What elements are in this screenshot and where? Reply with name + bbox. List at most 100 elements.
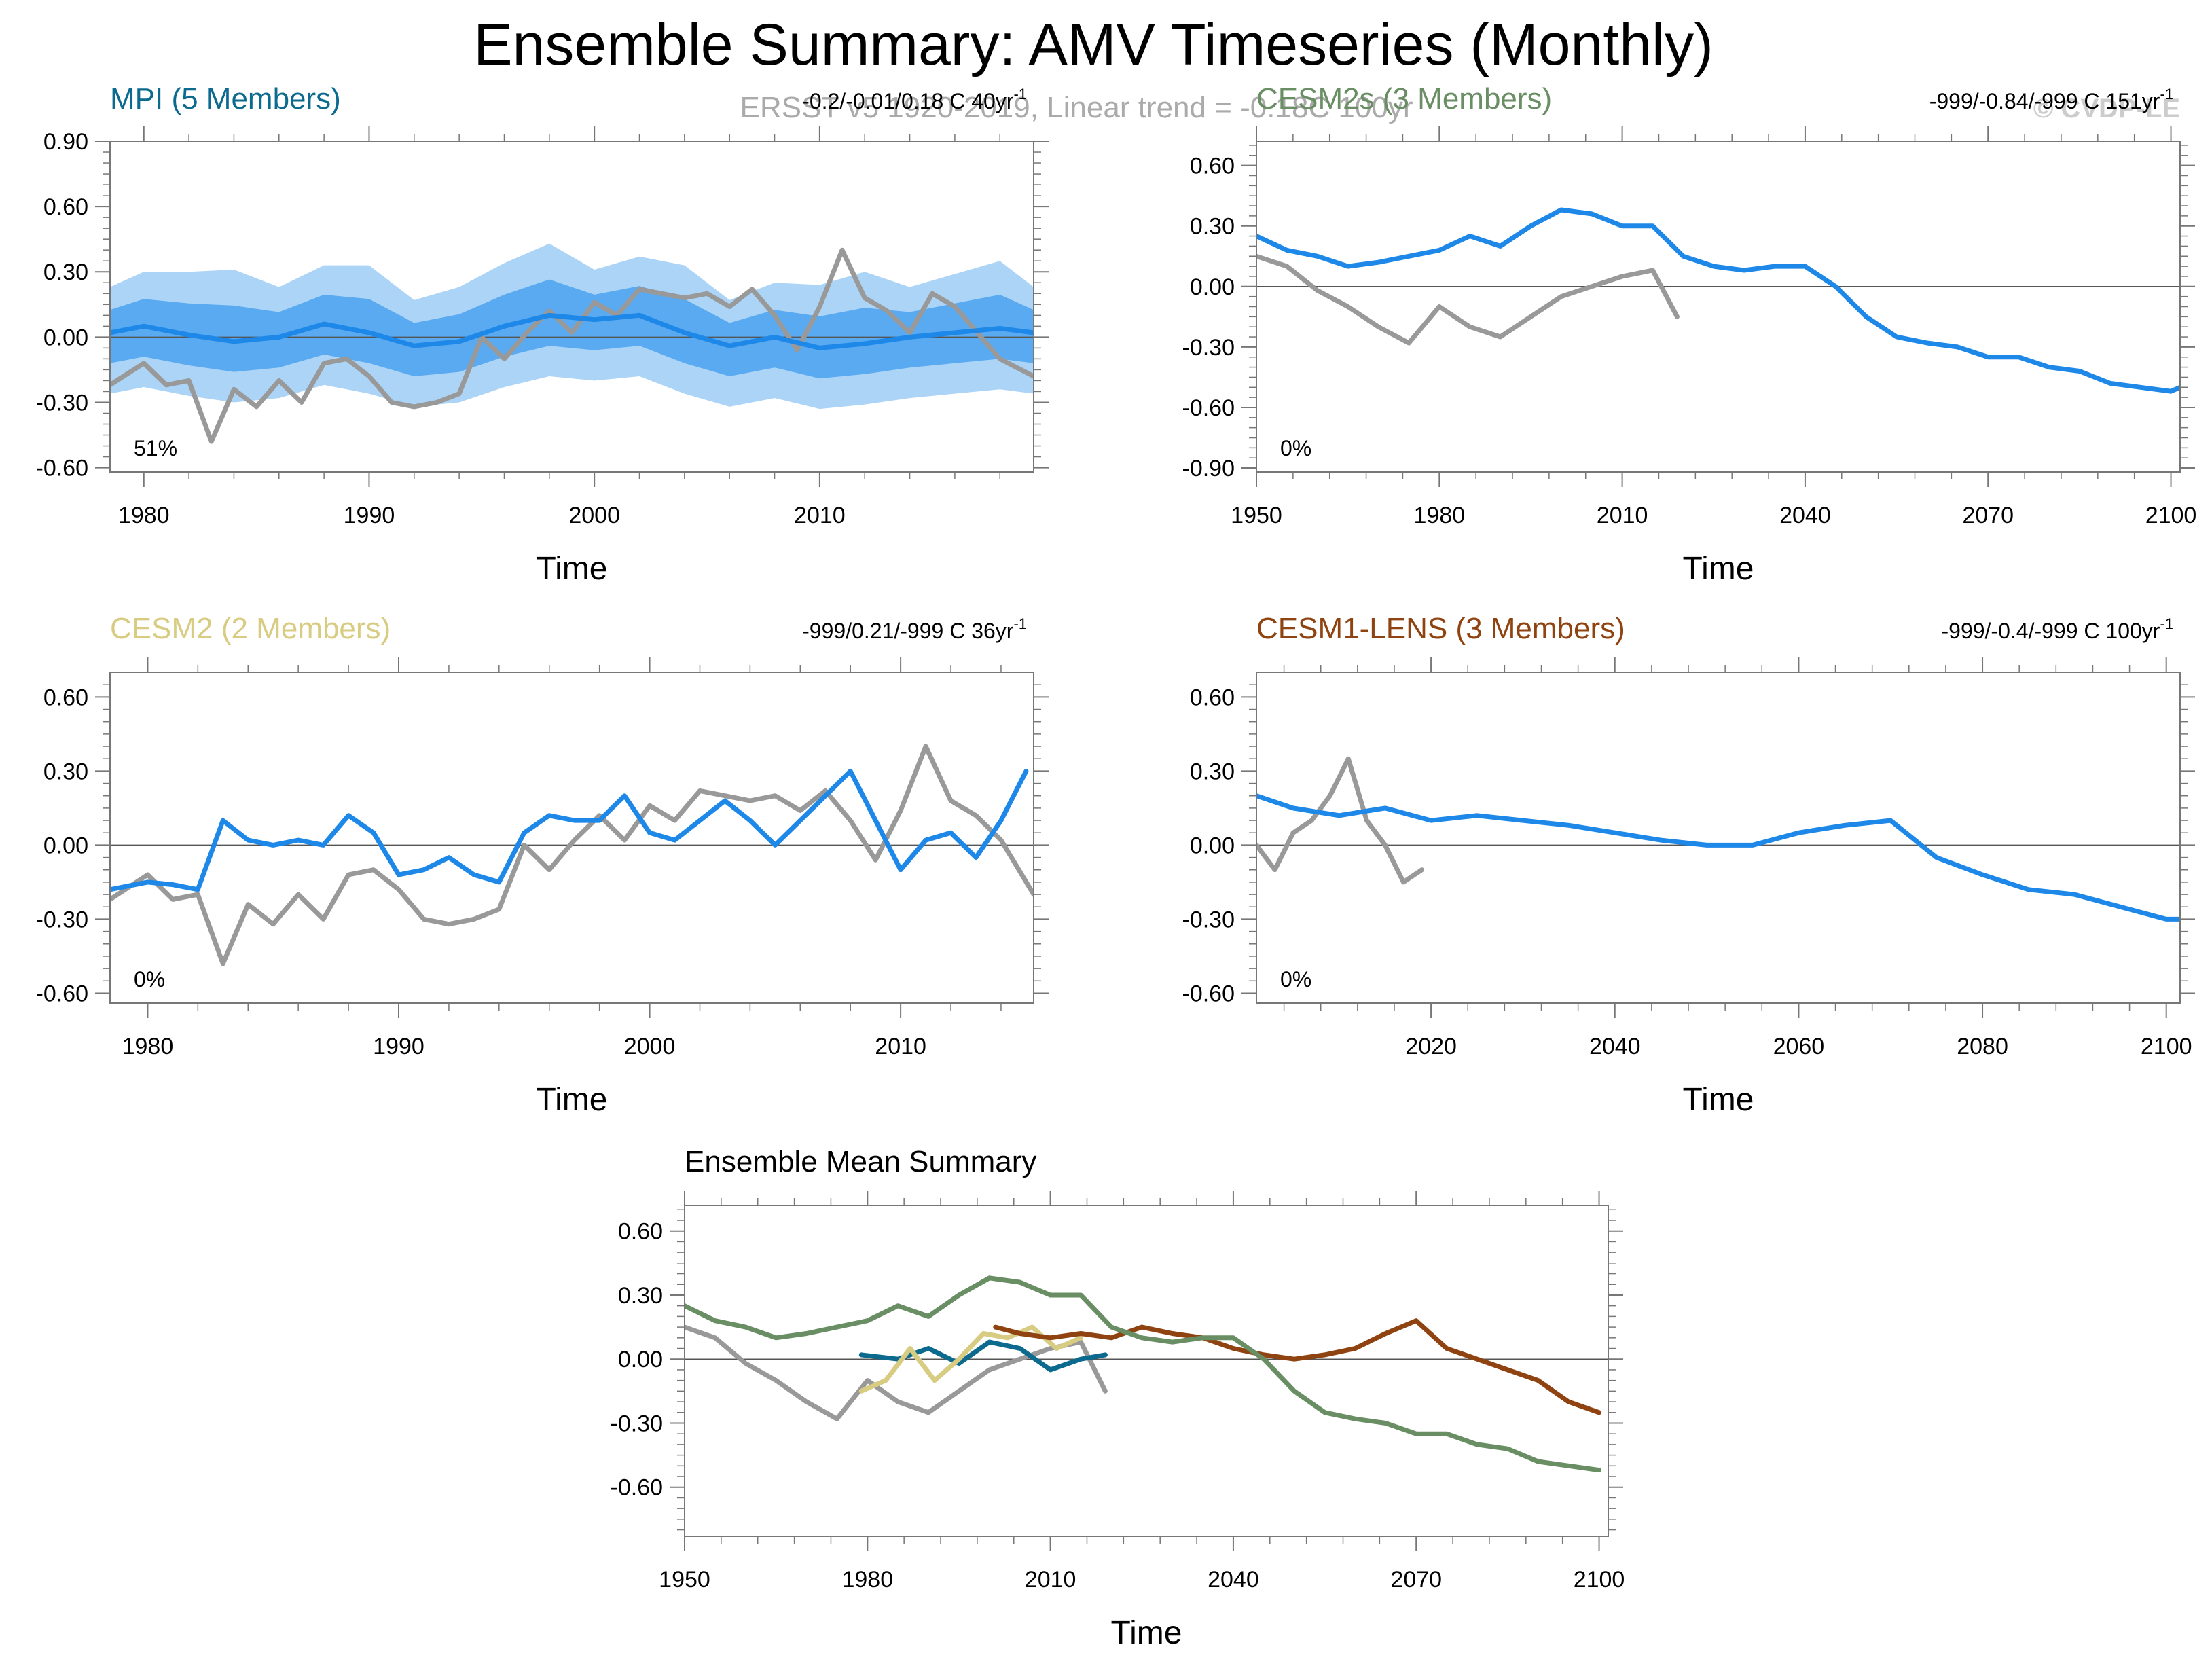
y-tick-label: 0.00: [1190, 833, 1235, 858]
series-line-obs: [1256, 756, 1425, 885]
y-tick-label: 0.00: [1190, 274, 1235, 300]
x-axis-label: Time: [1683, 551, 1754, 587]
series-line-ensemble: [1256, 793, 2180, 922]
y-tick-label: 0.30: [43, 259, 88, 285]
panel-stats: -999/0.21/-999 C 36yr-1: [802, 615, 1027, 643]
plot-frame: [109, 672, 1034, 1004]
x-tick-label: 2070: [1962, 503, 2014, 528]
x-tick-label: 2010: [875, 1034, 926, 1059]
panel-title: CESM1-LENS (3 Members): [1256, 612, 1625, 645]
x-tick-label: 1980: [118, 503, 170, 528]
panel-stats: -999/-0.4/-999 C 100yr-1: [1941, 615, 2173, 643]
panel-title: Ensemble Mean Summary: [685, 1145, 1036, 1178]
series-line-mpi: [858, 1339, 1108, 1373]
y-tick-label: -0.30: [1182, 335, 1235, 361]
plot-frame: [1256, 141, 2181, 473]
y-tick-label: 0.30: [618, 1283, 663, 1309]
x-tick-label: 2100: [2141, 1034, 2192, 1059]
plot-area-cesm2: [110, 744, 1034, 966]
x-tick-label: 2040: [1208, 1567, 1259, 1593]
y-tick-label: -0.30: [611, 1411, 664, 1436]
series-line-obs: [1256, 253, 1680, 346]
panel-stats: -0.2/-0.01/0.18 C 40yr-1: [802, 86, 1027, 113]
panel-title: CESM2s (3 Members): [1256, 82, 1552, 115]
panel-title: MPI (5 Members): [110, 82, 341, 115]
plot-frame: [1256, 672, 2181, 1004]
chart-summary: -0.60 -0.30 0.00 0.30 0.60 1950 1980 2010 2040 20…: [611, 1145, 1625, 1651]
x-tick-label: 1980: [841, 1567, 893, 1593]
plot-frame: [684, 1205, 1609, 1537]
series-line-obs: [110, 247, 1034, 444]
x-tick-label: 2010: [1597, 503, 1648, 528]
x-tick-label: 2080: [1957, 1034, 2008, 1059]
chart-cesm2: -0.60 -0.30 0.00 0.30 0.60 1980 1990 2000 2010 Ti…: [36, 612, 1049, 1118]
charts-layer: -0.60 -0.30 0.00 0.30 0.60 0.90 1980 1990 2000 20…: [36, 82, 2197, 1651]
y-tick-label: 0.60: [43, 685, 88, 710]
series-line-cesm1: [993, 1318, 1601, 1415]
x-axis-label: Time: [1111, 1615, 1182, 1651]
y-tick-label: -0.30: [36, 390, 89, 416]
x-tick-label: 2000: [568, 503, 620, 528]
x-tick-label: 2070: [1390, 1567, 1442, 1593]
y-tick-label: 0.00: [43, 325, 88, 350]
percent-label: 51%: [134, 436, 177, 460]
percent-label: 0%: [134, 967, 165, 992]
y-tick-label: 0.00: [43, 833, 88, 858]
panel-title: CESM2 (2 Members): [110, 612, 391, 645]
stats-superscript: -1: [2160, 86, 2173, 103]
stats-text: -999/-0.84/-999 C 151yr: [1929, 89, 2160, 113]
chart-mpi: -0.60 -0.30 0.00 0.30 0.60 0.90 1980 1990 2000 20…: [36, 82, 1049, 587]
y-tick-label: 0.00: [618, 1347, 663, 1373]
x-tick-label: 1980: [122, 1034, 174, 1059]
panel-stats: -999/-0.84/-999 C 151yr-1: [1929, 86, 2173, 113]
stats-text: -0.2/-0.01/0.18 C 40yr: [802, 89, 1014, 113]
y-tick-label: 0.30: [1190, 759, 1235, 784]
series-line-mean: [110, 312, 1034, 350]
x-tick-label: 2010: [1025, 1567, 1076, 1593]
series-line-obs: [110, 744, 1034, 966]
stats-superscript: -1: [2160, 615, 2173, 632]
y-tick-label: -0.60: [36, 456, 89, 482]
series-line-ensemble: [1256, 207, 2180, 394]
y-tick-label: 0.60: [43, 194, 88, 220]
chart-cesm2s: -0.90 -0.60 -0.30 0.00 0.30 0.60 1950 1980 2010 2…: [1182, 82, 2197, 587]
stats-superscript: -1: [1013, 86, 1027, 103]
y-tick-label: -0.60: [36, 981, 89, 1006]
chart-cesm1: -0.60 -0.30 0.00 0.30 0.60 2020 2040 2060 2080 21…: [1182, 612, 2195, 1118]
x-axis-label: Time: [537, 551, 608, 587]
plot-area-cesm1: [1256, 756, 2180, 922]
stats-superscript: -1: [1013, 615, 1027, 632]
y-tick-label: -0.60: [1182, 981, 1235, 1006]
figure-title: Ensemble Summary: AMV Timeseries (Monthl…: [473, 12, 1714, 77]
x-tick-label: 1950: [1231, 503, 1282, 528]
plot-frame: [109, 141, 1034, 473]
plot-area-cesm2s: [1256, 207, 2180, 394]
x-tick-label: 2010: [794, 503, 846, 528]
watermark: © CVDP-LE: [2033, 94, 2180, 124]
x-tick-label: 1990: [344, 503, 395, 528]
x-tick-label: 2040: [1779, 503, 1831, 528]
series-line-cesm2s: [685, 1275, 1601, 1473]
percent-label: 0%: [1280, 967, 1311, 992]
percent-label: 0%: [1280, 436, 1311, 460]
y-tick-label: 0.30: [1190, 214, 1235, 240]
plot-area-mpi: [110, 243, 1034, 444]
y-tick-label: -0.60: [1182, 395, 1235, 421]
obs-trend-note: ERSST v5 1920-2019, Linear trend = -0.18…: [740, 91, 1413, 124]
x-tick-label: 2000: [624, 1034, 676, 1059]
y-tick-label: -0.90: [1182, 456, 1235, 482]
x-tick-label: 1990: [373, 1034, 424, 1059]
series-line-ensemble: [110, 768, 1029, 892]
y-tick-label: 0.90: [43, 129, 88, 155]
plot-area-summary: [685, 1275, 1608, 1473]
y-tick-label: 0.60: [1190, 153, 1235, 179]
y-tick-label: -0.30: [36, 907, 89, 932]
x-tick-label: 1980: [1413, 503, 1465, 528]
stats-text: -999/0.21/-999 C 36yr: [802, 619, 1014, 643]
y-tick-label: -0.60: [611, 1475, 664, 1501]
x-tick-label: 2040: [1589, 1034, 1641, 1059]
y-tick-label: 0.30: [43, 759, 88, 784]
x-tick-label: 2060: [1773, 1034, 1825, 1059]
x-tick-label: 2100: [1574, 1567, 1625, 1593]
